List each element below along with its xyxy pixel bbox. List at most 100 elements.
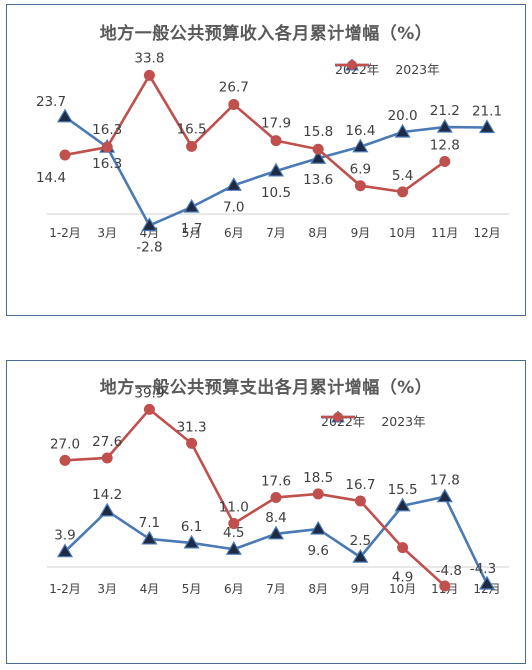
legend-marker-circle-icon — [335, 60, 369, 70]
data-point-circle — [439, 156, 451, 168]
data-point-circle — [397, 542, 409, 554]
data-label: 13.6 — [303, 172, 333, 188]
data-point-circle — [143, 403, 155, 415]
data-label: 21.2 — [430, 103, 460, 119]
data-point-triangle — [394, 497, 411, 512]
data-point-triangle — [478, 575, 496, 590]
legend-label: 2023年 — [381, 414, 426, 429]
expenditure-chart-panel: 地方一般公共预算支出各月累计增幅（%） 2022年 2023年 1-2月 3月 4月… — [6, 360, 526, 664]
data-point-triangle — [141, 530, 158, 545]
data-point-triangle — [267, 525, 285, 540]
data-point-circle — [228, 518, 240, 530]
data-label: 15.5 — [388, 482, 418, 498]
x-tick-label: 11月 — [431, 226, 458, 240]
data-point-triangle — [310, 520, 327, 535]
revenue-line-chart: 1-2月 3月 4月 5月 6月 7月 8月 9月 10月 11月 12月23.716.3-2.81… — [36, 50, 509, 255]
data-point-triangle — [436, 488, 453, 503]
data-label: 16.3 — [92, 156, 122, 172]
data-point-triangle — [183, 534, 200, 549]
data-point-circle — [354, 180, 366, 192]
data-label: 2.5 — [350, 533, 371, 549]
chart-title: 地方一般公共预算支出各月累计增幅（%） — [99, 378, 433, 398]
data-label: 16.5 — [177, 121, 207, 137]
data-label: 17.8 — [430, 473, 460, 489]
x-tick-label: 3月 — [97, 582, 117, 596]
data-point-circle — [270, 135, 282, 147]
x-tick-label: 5月 — [182, 226, 202, 240]
x-tick-label: 6月 — [224, 226, 244, 240]
data-point-circle — [101, 141, 113, 153]
data-point-triangle — [352, 138, 369, 153]
data-label: 39.9 — [134, 385, 164, 401]
data-label: 27.6 — [92, 434, 122, 450]
data-label: 9.6 — [307, 543, 328, 559]
data-label: -4.3 — [470, 561, 496, 577]
data-label: 7.1 — [139, 515, 160, 531]
data-label: 1.7 — [181, 221, 202, 237]
data-point-triangle — [267, 162, 285, 177]
data-point-triangle — [352, 548, 369, 563]
x-tick-label: 9月 — [351, 226, 371, 240]
data-point-circle — [270, 491, 282, 503]
data-label: 21.1 — [472, 103, 502, 119]
data-point-triangle — [310, 150, 327, 164]
x-tick-label: 1-2月 — [49, 582, 81, 596]
data-label: 20.0 — [388, 108, 418, 124]
x-tick-label: 7月 — [266, 582, 286, 596]
data-label: 10.5 — [261, 185, 291, 201]
data-point-triangle — [394, 123, 411, 138]
data-label: 33.8 — [134, 50, 164, 66]
data-point-circle — [143, 69, 155, 81]
data-point-circle — [101, 452, 113, 464]
chart-legend: 2022年 2023年 — [321, 411, 436, 430]
data-point-circle — [186, 140, 198, 152]
data-label: 6.9 — [350, 162, 371, 178]
legend-item-2023: 2023年 — [321, 411, 426, 430]
data-label: 18.5 — [303, 470, 333, 486]
chart-legend: 2022年 2023年 — [335, 59, 450, 78]
data-point-triangle — [436, 118, 453, 133]
data-label: 14.4 — [36, 170, 66, 186]
data-label: 16.3 — [92, 122, 122, 138]
data-point-circle — [59, 454, 71, 466]
x-tick-label: 10月 — [389, 226, 416, 240]
data-point-triangle — [141, 217, 158, 232]
data-point-triangle — [99, 502, 116, 517]
x-tick-label: 12月 — [473, 226, 500, 240]
data-point-circle — [228, 99, 240, 111]
x-tick-label: 8月 — [308, 226, 328, 240]
data-point-triangle — [56, 543, 74, 558]
data-label: 17.9 — [261, 116, 291, 132]
data-label: 8.4 — [265, 510, 286, 526]
data-label: 3.9 — [54, 528, 75, 544]
data-label: 5.4 — [392, 168, 413, 184]
series-line-1 — [64, 74, 446, 194]
data-label: 31.3 — [177, 419, 207, 435]
data-label: 16.4 — [345, 123, 375, 139]
data-point-triangle — [56, 108, 74, 123]
x-tick-label: 7月 — [266, 226, 286, 240]
data-point-triangle — [225, 541, 242, 555]
data-label: -4.8 — [436, 563, 462, 579]
data-point-triangle — [183, 198, 200, 213]
data-label: 15.8 — [303, 124, 333, 140]
data-label: -2.8 — [136, 239, 162, 255]
data-point-circle — [397, 186, 409, 198]
legend-marker-circle-icon — [321, 412, 355, 422]
data-point-circle — [312, 143, 324, 155]
data-point-circle — [312, 488, 324, 500]
x-tick-label: 5月 — [182, 582, 202, 596]
data-point-circle — [59, 149, 71, 161]
expenditure-line-chart: 1-2月3月4月5月6月7月8月9月10月11月12月3.914.27.16.1… — [47, 385, 509, 596]
data-point-triangle — [478, 119, 496, 134]
x-tick-label: 8月 — [308, 582, 328, 596]
x-tick-label: 4月 — [140, 582, 160, 596]
data-label: 27.0 — [50, 436, 80, 452]
data-label: 6.1 — [181, 519, 202, 535]
x-tick-label: 10月 — [389, 582, 416, 596]
x-tick-label: 1-2月 — [49, 226, 81, 240]
data-label: 4.9 — [392, 570, 413, 586]
x-tick-label: 3月 — [97, 226, 117, 240]
data-point-circle — [354, 495, 366, 507]
data-label: 7.0 — [223, 199, 244, 215]
